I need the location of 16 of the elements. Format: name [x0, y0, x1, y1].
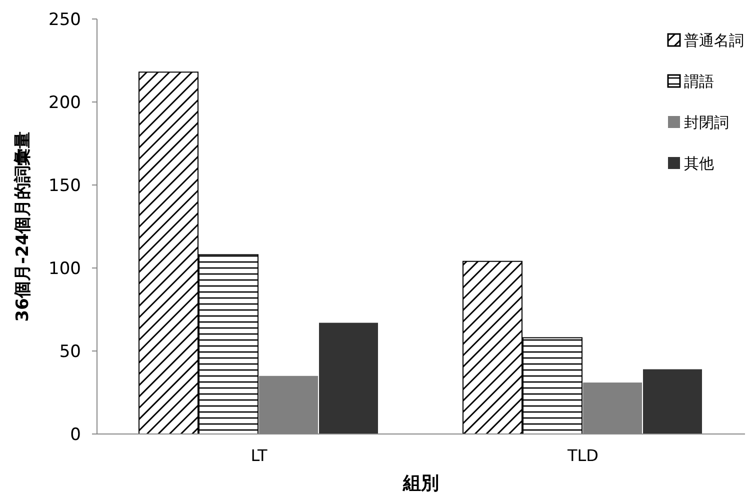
legend-label: 普通名詞 — [684, 31, 744, 50]
legend-label: 封閉詞 — [684, 113, 729, 132]
bar — [319, 322, 378, 434]
y-tick-label: 0 — [70, 424, 81, 445]
x-tick-label: LT — [250, 446, 268, 465]
y-axis-title: 36個月-24個月的詞彙量 — [13, 131, 33, 322]
bar — [643, 369, 702, 434]
x-axis-title: 組別 — [402, 473, 439, 494]
y-tick-label: 50 — [59, 342, 81, 362]
y-tick-label: 150 — [48, 176, 81, 196]
legend-label: 謂語 — [684, 72, 714, 90]
y-tick-label: 250 — [48, 10, 81, 30]
y-tick-label: 100 — [48, 258, 81, 279]
y-tick-label: 200 — [48, 92, 81, 113]
x-tick-label: TLD — [566, 446, 599, 465]
legend-label: 其他 — [684, 154, 714, 172]
